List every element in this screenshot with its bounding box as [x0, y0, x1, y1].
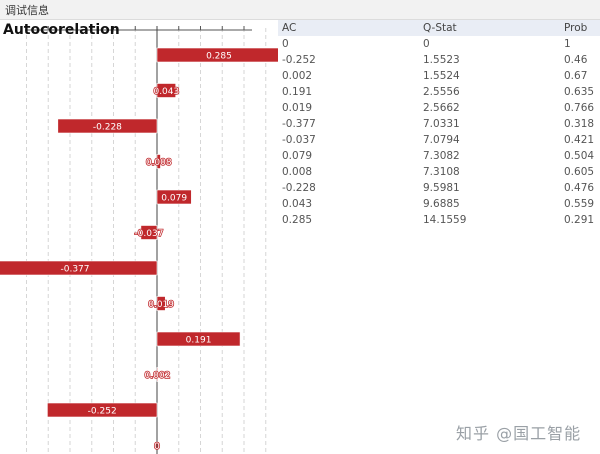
cell-ac: 0 — [282, 38, 289, 50]
cell-ac: -0.228 — [282, 182, 316, 194]
cell-q-stat: 0 — [423, 38, 430, 50]
cell-q-stat: 7.3108 — [423, 166, 460, 178]
cell-ac: 0.079 — [282, 150, 313, 162]
table-row: -0.037 7.0794 0.421 — [278, 132, 600, 148]
bar-value-label: 0.002 — [145, 371, 171, 381]
bar-value-label: 0.285 — [206, 52, 232, 62]
cell-ac: 0.008 — [282, 166, 313, 178]
cell-q-stat: 7.3082 — [423, 150, 460, 162]
table-row: -0.252 1.5523 0.46 — [278, 52, 600, 68]
bar-value-label: -0.377 — [60, 265, 89, 275]
cell-q-stat: 9.6885 — [423, 198, 460, 210]
cell-ac: 0.019 — [282, 102, 313, 114]
cell-ac: -0.252 — [282, 54, 316, 66]
table-row: 0.019 2.5662 0.766 — [278, 100, 600, 116]
table-row: 0.285 14.1559 0.291 — [278, 212, 600, 228]
table-header-row: AC Q-Stat Prob — [278, 20, 600, 36]
cell-q-stat: 1.5524 — [423, 70, 460, 82]
bar — [156, 367, 159, 382]
cell-q-stat: 2.5662 — [423, 102, 460, 114]
bar — [47, 402, 158, 418]
watermark: 知乎 @国工智能 — [456, 424, 582, 443]
column-header-ac: AC — [282, 22, 297, 34]
cell-ac: 0.285 — [282, 214, 313, 226]
bar-value-label: 0.191 — [186, 336, 212, 346]
cell-q-stat: 2.5556 — [423, 86, 460, 98]
bar-value-label: 0.008 — [146, 158, 172, 168]
table-row: 0 0 1 — [278, 36, 600, 52]
cell-q-stat: 14.1559 — [423, 214, 467, 226]
bar — [156, 83, 177, 98]
cell-prob: 0.46 — [564, 54, 588, 66]
bar — [156, 189, 192, 205]
bar-value-label: -0.037 — [134, 229, 163, 239]
cell-ac: 0.002 — [282, 70, 313, 82]
bar-value-label: 0.043 — [153, 87, 179, 97]
table-row: 0.191 2.5556 0.635 — [278, 84, 600, 100]
cell-prob: 1 — [564, 38, 571, 50]
bar-value-label: 0.079 — [161, 194, 187, 204]
cell-prob: 0.766 — [564, 102, 595, 114]
cell-ac: 0.191 — [282, 86, 313, 98]
cell-q-stat: 7.0794 — [423, 134, 460, 146]
cell-prob: 0.635 — [564, 86, 595, 98]
bar — [140, 225, 158, 240]
bar-value-label: 0.019 — [148, 300, 174, 310]
bar — [57, 118, 158, 134]
column-header-q-stat: Q-Stat — [423, 22, 457, 34]
cell-q-stat: 7.0331 — [423, 118, 460, 130]
cell-prob: 0.605 — [564, 166, 595, 178]
cell-prob: 0.476 — [564, 182, 595, 194]
chart-title: Autocorelation — [3, 22, 120, 38]
cell-prob: 0.559 — [564, 198, 595, 210]
bar — [156, 154, 161, 169]
cell-prob: 0.67 — [564, 70, 588, 82]
cell-prob: 0.421 — [564, 134, 595, 146]
table-row: -0.228 9.5981 0.476 — [278, 180, 600, 196]
table-body: 0 0 1 -0.252 1.5523 0.46 0.002 1.5524 0.67 0.191 2… — [278, 36, 600, 228]
table-row: 0.043 9.6885 0.559 — [278, 196, 600, 212]
bar-value-label: 0 — [154, 442, 160, 452]
cell-q-stat: 1.5523 — [423, 54, 460, 66]
title-bar: 调试信息 — [0, 0, 600, 20]
cell-ac: 0.043 — [282, 198, 313, 210]
bar-value-label: -0.252 — [88, 407, 117, 417]
cell-ac: -0.037 — [282, 134, 316, 146]
bar — [156, 331, 241, 347]
cell-prob: 0.291 — [564, 214, 595, 226]
cell-prob: 0.318 — [564, 118, 595, 130]
autocorrelation-chart: 0.285 0.043 -0.228 0.008 0.079 -0.037 -0.377 0.… — [0, 26, 278, 454]
autocorrelation-table: AC Q-Stat Prob 0 0 1 -0.252 1.5523 0.46 0.002 1… — [278, 20, 600, 228]
table-row: 0.079 7.3082 0.504 — [278, 148, 600, 164]
bar-value-label: -0.228 — [93, 123, 122, 133]
table-row: 0.002 1.5524 0.67 — [278, 68, 600, 84]
bar — [0, 260, 158, 276]
table-row: 0.008 7.3108 0.605 — [278, 164, 600, 180]
table-row: -0.377 7.0331 0.318 — [278, 116, 600, 132]
cell-prob: 0.504 — [564, 150, 595, 162]
column-header-prob: Prob — [564, 22, 588, 34]
window-title: 调试信息 — [5, 4, 49, 17]
cell-q-stat: 9.5981 — [423, 182, 460, 194]
bar — [156, 296, 166, 311]
cell-ac: -0.377 — [282, 118, 316, 130]
bar — [156, 47, 278, 63]
